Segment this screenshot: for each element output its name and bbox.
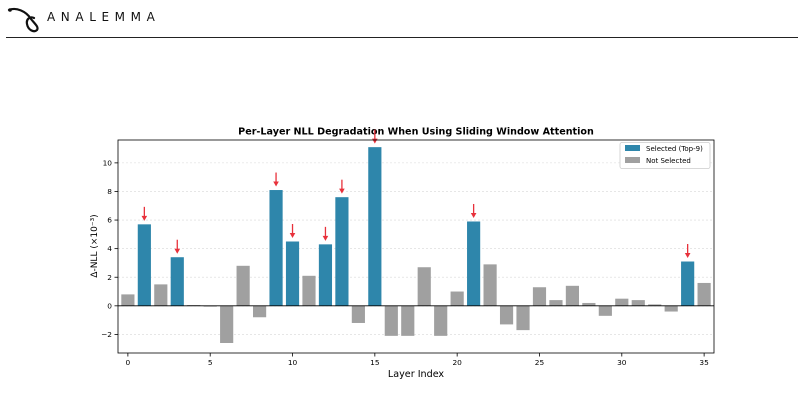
analemma-logo-icon — [7, 7, 39, 33]
bar-selected-layer-21 — [467, 221, 481, 306]
chart-title: Per-Layer NLL Degradation When Using Sli… — [238, 127, 594, 138]
y-tick-label: 8 — [107, 187, 112, 196]
bar-layer-32 — [648, 304, 662, 306]
header-divider — [6, 37, 798, 38]
bar-layer-0 — [121, 294, 135, 306]
selection-arrow-layer-9 — [273, 172, 279, 187]
x-tick-label: 35 — [699, 358, 709, 367]
selection-arrow-head — [322, 235, 329, 241]
bar-layer-20 — [450, 291, 464, 306]
legend-box — [619, 142, 711, 169]
legend-swatch-not-selected — [625, 157, 640, 163]
bar-layer-11 — [302, 275, 316, 306]
bar-layer-29 — [598, 305, 612, 316]
bar-layer-28 — [582, 302, 596, 306]
y-tick-label: −2 — [101, 330, 112, 339]
selection-arrow-layer-34 — [684, 244, 691, 259]
selection-arrow-layer-21 — [470, 203, 477, 218]
x-tick-label: 15 — [370, 358, 380, 367]
bar-layer-33 — [664, 305, 678, 312]
selection-arrow-layer-12 — [322, 226, 329, 241]
y-tick-label: 0 — [107, 301, 112, 310]
legend-swatch-selected — [625, 145, 640, 151]
x-tick-label: 25 — [535, 358, 545, 367]
bar-layer-18 — [417, 267, 431, 306]
selection-arrow-head — [372, 138, 378, 144]
bar-layer-27 — [565, 285, 579, 306]
selection-arrow-head — [339, 188, 345, 194]
bar-layer-19 — [434, 305, 448, 336]
y-tick-label: 4 — [107, 244, 112, 253]
bar-selected-layer-10 — [285, 241, 300, 306]
y-axis-label: Δ-NLL (×10⁻³) — [90, 214, 100, 277]
legend-label-selected: Selected (Top-9) — [646, 145, 703, 153]
bar-selected-layer-1 — [137, 224, 151, 306]
bar-layer-16 — [384, 305, 398, 336]
bar-selected-layer-13 — [335, 197, 349, 306]
bar-layer-7 — [236, 265, 250, 306]
bar-selected-layer-12 — [318, 244, 333, 306]
bar-selected-layer-9 — [269, 190, 283, 306]
brand-name: ANALEMMA — [47, 10, 161, 24]
bar-layer-31 — [631, 300, 645, 306]
selection-arrow-head — [684, 253, 691, 259]
app-header: ANALEMMA — [0, 0, 804, 38]
selection-arrow-head — [289, 232, 296, 238]
selection-arrow-head — [141, 215, 148, 221]
x-axis-label: Layer Index — [388, 369, 445, 380]
selection-arrow-head — [174, 248, 181, 254]
bar-layer-25 — [532, 287, 547, 306]
bar-layer-8 — [253, 305, 267, 318]
selection-arrow-layer-3 — [174, 239, 181, 254]
x-tick-label: 30 — [617, 358, 627, 367]
bar-layer-14 — [351, 305, 365, 323]
bar-selected-layer-34 — [681, 261, 695, 306]
y-tick-label: 2 — [107, 273, 112, 282]
bar-selected-layer-3 — [170, 257, 184, 306]
y-tick-label: 6 — [107, 216, 112, 225]
bar-layer-17 — [401, 305, 415, 336]
x-tick-label: 0 — [126, 358, 131, 367]
x-tick-label: 10 — [288, 358, 298, 367]
selection-arrow-head — [470, 212, 477, 218]
bar-layer-23 — [499, 305, 514, 325]
bar-layer-30 — [615, 298, 629, 306]
bar-layer-24 — [516, 305, 530, 331]
selection-arrow-layer-13 — [339, 179, 345, 194]
x-tick-label: 20 — [452, 358, 462, 367]
x-tick-label: 5 — [208, 358, 213, 367]
selection-arrow-layer-10 — [289, 223, 296, 238]
chart-legend: Selected (Top-9) Not Selected — [619, 142, 711, 169]
bar-layer-2 — [154, 284, 168, 306]
plot-frame — [117, 139, 715, 354]
bar-selected-layer-15 — [368, 147, 382, 306]
selection-arrow-head — [273, 181, 279, 187]
bar-layer-35 — [697, 282, 711, 306]
selection-arrow-layer-1 — [141, 206, 148, 221]
bar-layer-6 — [220, 305, 234, 343]
legend-label-not-selected: Not Selected — [646, 157, 691, 165]
bar-layer-22 — [483, 264, 497, 306]
y-tick-label: 10 — [103, 158, 113, 167]
bar-layer-26 — [549, 300, 563, 306]
